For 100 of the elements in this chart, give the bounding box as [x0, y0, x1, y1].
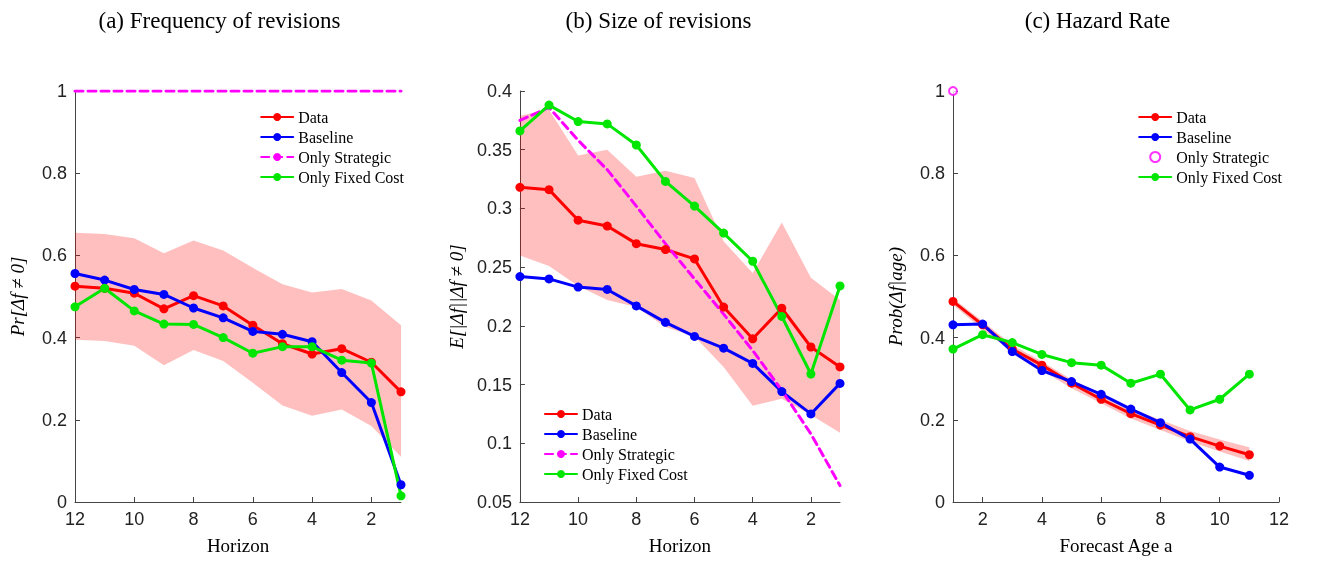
legend-label: Only Fixed Cost [1176, 168, 1283, 187]
x-tick-label: 2 [977, 509, 988, 529]
point [1244, 369, 1254, 379]
point [777, 311, 787, 321]
point [573, 215, 583, 225]
point [631, 301, 641, 311]
point [515, 126, 525, 136]
point [602, 119, 612, 129]
point [515, 272, 525, 282]
x-tick-label: 6 [689, 509, 700, 529]
point [748, 256, 758, 266]
point [719, 228, 729, 238]
point [189, 303, 199, 313]
y-tick-label: 0.15 [476, 374, 512, 395]
x-tick-label: 12 [509, 509, 530, 529]
point [307, 342, 317, 352]
x-tick-label: 6 [1096, 509, 1107, 529]
point [602, 284, 612, 294]
y-tick-label: 0.8 [919, 163, 945, 184]
y-tick-label: 0.1 [486, 433, 512, 454]
point [660, 317, 670, 327]
point [337, 344, 347, 354]
x-tick-label: 6 [247, 509, 258, 529]
x-tick-label: 10 [568, 509, 589, 529]
point [1215, 462, 1225, 472]
y-tick-label: 0.4 [486, 81, 512, 101]
point [777, 303, 787, 313]
point [660, 245, 670, 255]
point [1244, 470, 1254, 480]
point [1215, 441, 1225, 451]
legend-label: Data [582, 405, 613, 423]
y-tick-label: 1 [934, 81, 945, 101]
chart-title: (a) Frequency of revisions [98, 8, 341, 33]
x-tick-label: 4 [307, 509, 318, 529]
point [948, 296, 958, 306]
point [1185, 405, 1195, 415]
point [248, 326, 258, 336]
point [218, 313, 228, 323]
legend-label: Only Strategic [1176, 148, 1270, 167]
point [631, 239, 641, 249]
point [515, 182, 525, 192]
chart-title: (c) Hazard Rate [1024, 8, 1171, 33]
point [366, 398, 376, 408]
y-tick-label: 0.8 [41, 163, 67, 184]
x-tick-label: 8 [631, 509, 642, 529]
legend-label: Only Fixed Cost [582, 465, 689, 484]
x-tick-label: 12 [64, 509, 86, 529]
y-tick-label: 0.4 [919, 327, 945, 348]
x-tick-label: 2 [805, 509, 816, 529]
point [1096, 389, 1106, 399]
legend-label: Data [298, 108, 329, 126]
legend-label: Only Strategic [298, 148, 392, 167]
x-tick-label: 4 [1036, 509, 1047, 529]
point [948, 320, 958, 330]
point [948, 344, 958, 354]
y-tick-label: 0 [56, 492, 67, 512]
x-axis-title: Horizon [648, 535, 712, 556]
x-tick-label: 8 [1155, 509, 1166, 529]
y-tick-label: 0.4 [41, 327, 67, 348]
point [70, 268, 80, 278]
legend-label: Baseline [298, 128, 354, 146]
point [544, 274, 554, 284]
point [806, 342, 816, 352]
point [978, 330, 988, 340]
legend-label: Only Fixed Cost [298, 168, 405, 187]
y-tick-label: 1 [56, 81, 67, 101]
point [1096, 360, 1106, 370]
y-tick-label: 0.25 [476, 257, 512, 278]
point [748, 334, 758, 344]
point [218, 301, 228, 311]
point [159, 289, 169, 299]
point [690, 331, 700, 341]
point [835, 362, 845, 372]
y-axis-title: Prob(Δf|age) [885, 246, 907, 348]
point [806, 409, 816, 419]
y-tick-label: 0 [934, 492, 945, 512]
x-tick-label: 12 [1268, 509, 1290, 529]
point [159, 304, 169, 314]
chart-title: (b) Size of revisions [565, 8, 752, 33]
point [660, 176, 670, 186]
legend-label: Data [1176, 108, 1207, 126]
y-axis-title: E[|Δf||Δf ≠ 0] [446, 244, 467, 350]
point [248, 348, 258, 358]
y-tick-label: 0.2 [486, 315, 512, 336]
point [544, 185, 554, 195]
y-tick-label: 0.6 [919, 245, 945, 266]
point [337, 355, 347, 365]
point [1126, 404, 1136, 414]
y-tick-label: 0.35 [476, 139, 512, 160]
point [573, 282, 583, 292]
point [690, 254, 700, 264]
x-axis-title: Forecast Age a [1059, 535, 1174, 556]
point [100, 275, 110, 285]
y-tick-label: 0.05 [476, 492, 512, 512]
point [806, 369, 816, 379]
point [602, 221, 612, 231]
y-tick-label: 0.3 [486, 198, 512, 219]
point [1037, 365, 1047, 375]
point [70, 302, 80, 312]
y-tick-label: 0.2 [919, 409, 945, 430]
